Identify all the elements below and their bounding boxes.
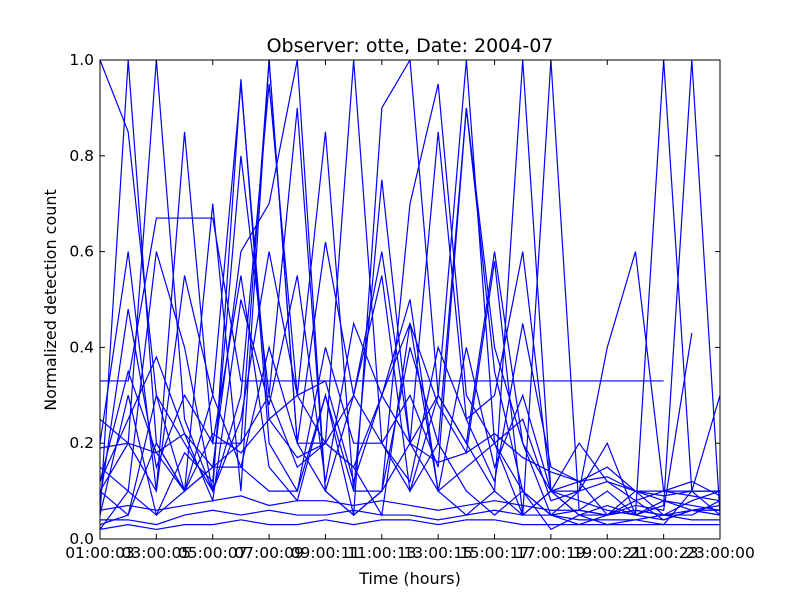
chart-title: Observer: otte, Date: 2004-07	[267, 35, 554, 57]
y-tick-label: 1.0	[69, 51, 94, 69]
y-tick-label: 0.2	[69, 434, 94, 452]
x-tick-label: 17:00:19	[516, 544, 586, 562]
plot-frame	[99, 59, 721, 540]
x-tick-label: 19:00:21	[572, 544, 642, 562]
y-tick-label: 0.6	[69, 243, 94, 261]
series-line-15	[100, 495, 720, 516]
series-line-17	[100, 519, 720, 531]
y-axis-label: Normalized detection count	[41, 189, 60, 411]
y-tick-label: 0.4	[69, 338, 94, 356]
x-tick-label: 21:00:23	[629, 544, 699, 562]
x-tick-label: 15:00:17	[460, 544, 530, 562]
x-tick-label: 11:00:13	[347, 544, 417, 562]
y-tick-label: 0.0	[69, 530, 94, 548]
series-line-5	[100, 60, 720, 521]
x-tick-label: 03:00:05	[122, 544, 192, 562]
series-line-14	[100, 261, 720, 517]
x-axis-label: Time (hours)	[358, 569, 461, 588]
series-line-7	[100, 217, 664, 382]
series-line-13	[100, 509, 720, 526]
series-layer	[100, 60, 720, 531]
series-line-18	[100, 241, 693, 516]
tick-layer: 01:00:0303:00:0505:00:0707:00:0909:00:11…	[65, 51, 755, 562]
series-line-16	[100, 83, 720, 502]
series-line-3	[100, 60, 720, 516]
x-tick-label: 07:00:09	[234, 544, 304, 562]
x-tick-label: 23:00:00	[685, 544, 755, 562]
y-tick-label: 0.8	[69, 147, 94, 165]
series-line-12	[100, 393, 720, 497]
x-tick-label: 05:00:07	[178, 544, 248, 562]
x-tick-label: 13:00:15	[403, 544, 473, 562]
x-tick-label: 09:00:11	[291, 544, 361, 562]
x-tick-label: 01:00:03	[65, 544, 135, 562]
